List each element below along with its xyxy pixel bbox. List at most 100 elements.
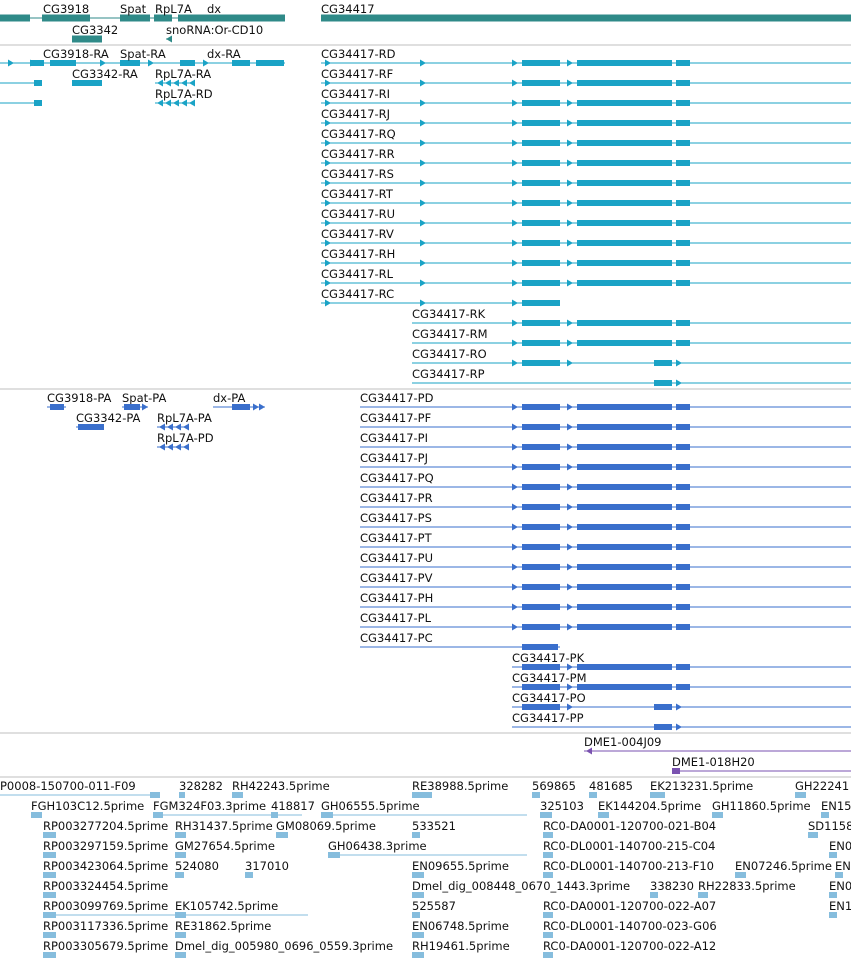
feature[interactable]: CG3342 (72, 23, 118, 43)
feature[interactable]: 418817 (271, 799, 315, 818)
feature[interactable]: 481685 (589, 779, 633, 798)
feature[interactable]: RH31437.5prime (175, 819, 273, 838)
feature[interactable]: CG34417-PI (360, 431, 851, 451)
feature[interactable]: CG34417-PR (360, 491, 851, 511)
feature[interactable]: RP003297159.5prime (43, 839, 168, 858)
feature[interactable]: CG34417-PT (360, 531, 851, 551)
feature[interactable]: dx-PA (213, 391, 265, 411)
feature[interactable]: CG34417-PQ (360, 471, 851, 491)
feature[interactable]: RpL7A-RD (155, 87, 213, 107)
feature[interactable]: CG34417-PL (360, 611, 851, 631)
feature[interactable]: CG34417-RR (321, 147, 851, 167)
feature[interactable]: CG3342-PA (76, 411, 141, 430)
feature[interactable]: CG34417-RU (321, 207, 851, 227)
feature[interactable]: CG34417-RF (321, 67, 851, 87)
feature[interactable]: CG3918 (0, 2, 285, 22)
feature[interactable]: Dmel_dig_005980_0696_0559.3prime (175, 939, 393, 958)
feature[interactable]: RpL7A (155, 2, 192, 16)
feature[interactable]: CG3918-RA (43, 47, 109, 61)
feature[interactable]: CG34417-RC (321, 287, 560, 307)
feature[interactable]: CG34417-PS (360, 511, 851, 531)
feature[interactable]: EN0 (829, 839, 851, 858)
feature[interactable]: CG34417-PO (512, 691, 851, 711)
feature[interactable]: 524080 (175, 859, 219, 878)
feature[interactable]: snoRNA:Or-CD10 (166, 23, 263, 43)
feature[interactable]: CG34417-RM (412, 327, 851, 347)
feature[interactable]: RC0-DL0001-140700-215-C04 (543, 839, 715, 858)
feature[interactable]: P0008-150700-011-F09 (0, 779, 160, 798)
feature[interactable]: EN06748.5prime (412, 919, 509, 938)
feature[interactable]: GM27654.5prime (175, 839, 275, 858)
feature[interactable]: RC0-DL0001-140700-023-G06 (543, 919, 717, 938)
feature[interactable]: EN09655.5prime (412, 859, 509, 878)
feature[interactable]: RP003277204.5prime (43, 819, 168, 838)
feature[interactable]: CG34417-RD (321, 47, 851, 67)
feature[interactable]: CG34417-PU (360, 551, 851, 571)
feature[interactable]: CG34417-PK (512, 651, 851, 671)
feature[interactable]: RC0-DA0001-120700-022-A12 (543, 939, 716, 958)
feature[interactable]: RC0-DA0001-120700-021-B04 (543, 819, 716, 838)
feature[interactable]: RH42243.5prime (232, 779, 330, 798)
feature[interactable]: dx-RA (207, 47, 241, 61)
feature[interactable]: CG34417-PC (360, 631, 560, 650)
feature[interactable]: RE31862.5prime (175, 919, 271, 938)
feature[interactable]: 325103 (540, 799, 584, 818)
feature[interactable]: 328282 (179, 779, 223, 798)
feature[interactable]: EK213231.5prime (650, 779, 753, 798)
feature[interactable]: CG34417-RS (321, 167, 851, 187)
feature[interactable]: CG34417-PV (360, 571, 851, 591)
feature[interactable]: CG34417-RK (412, 307, 851, 327)
feature[interactable]: CG34417-RT (321, 187, 851, 207)
feature[interactable]: CG3342-RA (72, 67, 138, 86)
feature[interactable]: CG34417-RL (321, 267, 851, 287)
feature[interactable]: EN15 (821, 799, 851, 818)
feature[interactable]: CG34417-RH (321, 247, 851, 267)
feature[interactable]: CG34417-RV (321, 227, 851, 247)
feature[interactable]: DME1-018H20 (672, 755, 851, 774)
feature[interactable]: EK105742.5prime (175, 899, 278, 918)
feature[interactable]: RC0-DL0001-140700-213-F10 (543, 859, 714, 878)
feature[interactable]: EN (835, 859, 851, 878)
feature[interactable]: RpL7A-RA (155, 67, 211, 87)
feature[interactable]: RH19461.5prime (412, 939, 510, 958)
feature[interactable]: GM08069.5prime (276, 819, 376, 838)
feature[interactable]: CG34417-PP (512, 711, 851, 731)
feature[interactable]: CG34417-PJ (360, 451, 851, 471)
feature[interactable]: GH06438.3prime (328, 839, 527, 858)
feature[interactable]: EN07246.5prime (735, 859, 832, 878)
feature[interactable]: CG34417-PF (360, 411, 851, 431)
feature[interactable]: CG34417-PM (512, 671, 851, 691)
feature[interactable] (0, 80, 42, 86)
feature[interactable]: RE38988.5prime (412, 779, 508, 798)
feature[interactable]: CG34417-RJ (321, 107, 851, 127)
feature[interactable]: CG34417-PH (360, 591, 851, 611)
feature[interactable]: CG3918-PA (47, 391, 112, 410)
feature[interactable]: SD1158 (808, 819, 851, 838)
feature[interactable]: CG34417-RQ (321, 127, 851, 147)
feature[interactable]: RpL7A-PA (157, 411, 212, 431)
feature[interactable]: RC0-DA0001-120700-022-A07 (543, 899, 716, 918)
feature[interactable] (0, 59, 285, 67)
feature[interactable]: 533521 (412, 819, 456, 838)
feature[interactable]: GH22241 (795, 779, 849, 798)
feature[interactable]: CG34417 (321, 2, 851, 22)
feature[interactable]: GH11860.5prime (712, 799, 811, 818)
feature[interactable]: Spat-PA (122, 391, 167, 411)
feature[interactable]: 525587 (412, 899, 456, 918)
feature[interactable]: 317010 (245, 859, 289, 878)
feature[interactable]: RP003305679.5prime (43, 939, 168, 958)
feature[interactable]: dx (207, 2, 221, 16)
feature[interactable]: GH06555.5prime (321, 799, 527, 818)
feature[interactable]: FGH103C12.5prime (31, 799, 144, 818)
feature[interactable]: RH22833.5prime (698, 879, 796, 898)
feature[interactable]: RP003324454.5prime (43, 879, 168, 898)
feature[interactable] (0, 100, 42, 106)
feature[interactable]: RP003117336.5prime (43, 919, 168, 938)
feature[interactable]: CG34417-RO (412, 347, 851, 367)
feature[interactable]: Dmel_dig_008448_0670_1443.3prime (412, 879, 630, 898)
feature[interactable]: DME1-004J09 (584, 735, 851, 755)
feature[interactable]: RpL7A-PD (157, 431, 214, 451)
feature[interactable]: CG34417-RI (321, 87, 851, 107)
feature[interactable]: 338230 (650, 879, 694, 898)
feature[interactable]: 569865 (532, 779, 576, 798)
